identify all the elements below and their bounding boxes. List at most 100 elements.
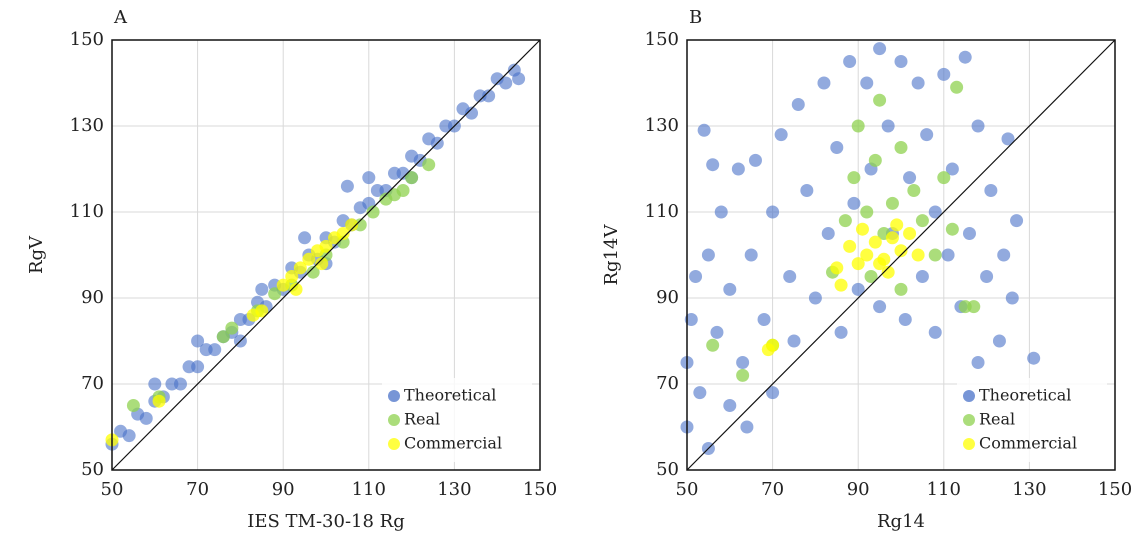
point: [173, 377, 187, 391]
point: [757, 313, 771, 326]
point: [911, 248, 925, 262]
legend-label: Real: [979, 410, 1015, 429]
point: [962, 227, 976, 240]
point: [191, 334, 205, 348]
point: [1010, 214, 1024, 228]
point: [740, 420, 754, 434]
point: [873, 93, 887, 107]
point: [710, 325, 724, 339]
point: [706, 338, 720, 352]
point: [847, 196, 861, 210]
point: [907, 184, 921, 197]
point: [255, 282, 269, 296]
point: [920, 128, 934, 142]
point: [945, 162, 959, 176]
y-tick-label: 130: [645, 115, 679, 136]
point: [945, 222, 959, 236]
legend-marker: [388, 438, 400, 450]
y-tick-label: 50: [81, 459, 104, 480]
point: [293, 261, 307, 275]
legend-marker: [963, 438, 975, 450]
point: [821, 227, 835, 240]
point: [834, 278, 848, 292]
point: [890, 218, 904, 232]
point: [885, 196, 899, 210]
point: [873, 42, 887, 56]
point: [289, 282, 303, 296]
point: [340, 179, 354, 193]
point: [723, 282, 737, 296]
point: [774, 128, 788, 142]
point: [851, 282, 865, 296]
point: [255, 304, 269, 318]
legend-label: Theoretical: [404, 386, 496, 405]
point: [860, 76, 874, 90]
point: [723, 399, 737, 412]
point: [268, 287, 282, 301]
x-axis-label: IES TM-30-18 Rg: [247, 511, 405, 532]
point: [928, 205, 942, 219]
panel-title: A: [113, 7, 128, 28]
point: [885, 231, 899, 245]
point: [855, 222, 869, 236]
point: [830, 141, 844, 154]
point: [465, 106, 479, 120]
legend-label: Theoretical: [979, 386, 1071, 405]
y-tick-label: 150: [70, 29, 104, 50]
point: [1001, 132, 1015, 146]
x-tick-label: 110: [927, 479, 961, 500]
point: [766, 386, 780, 400]
legend-marker: [963, 414, 975, 426]
x-tick-label: 90: [847, 479, 870, 500]
point: [306, 265, 320, 279]
y-tick-label: 70: [81, 373, 104, 394]
y-tick-label: 110: [645, 201, 679, 222]
y-tick-label: 90: [81, 287, 104, 308]
point: [319, 239, 333, 253]
x-tick-label: 90: [272, 479, 295, 500]
point: [302, 252, 316, 266]
panel: 50 70 90 110 130 150 50 70 90 110 130 150 B Rg14 Rg14V…: [601, 7, 1132, 532]
point: [847, 171, 861, 185]
point: [736, 368, 750, 382]
point: [928, 248, 942, 262]
point: [873, 300, 887, 314]
legend-marker: [388, 390, 400, 402]
point: [783, 270, 797, 283]
point: [971, 356, 985, 369]
point: [894, 282, 908, 296]
x-tick-label: 50: [101, 479, 124, 500]
point: [396, 184, 410, 197]
point: [851, 119, 865, 133]
y-tick-label: 110: [70, 201, 104, 222]
point: [950, 80, 964, 94]
point: [971, 119, 985, 133]
point: [868, 235, 882, 249]
point: [225, 321, 239, 335]
point: [362, 171, 376, 185]
point: [868, 153, 882, 167]
x-tick-label: 70: [186, 479, 209, 500]
point: [697, 123, 711, 137]
point: [714, 205, 728, 219]
point: [422, 158, 436, 172]
point: [992, 334, 1006, 348]
point: [148, 377, 162, 391]
point: [736, 356, 750, 369]
point: [843, 55, 857, 68]
point: [208, 343, 222, 357]
plot-frame: [686, 39, 1116, 471]
point: [838, 214, 852, 228]
x-tick-label: 150: [523, 479, 557, 500]
point: [766, 338, 780, 352]
point: [693, 386, 707, 400]
point: [830, 261, 844, 275]
point: [834, 325, 848, 339]
y-tick-label: 70: [656, 373, 679, 394]
point: [937, 171, 951, 185]
point: [766, 205, 780, 219]
point: [864, 270, 878, 283]
x-tick-label: 150: [1098, 479, 1132, 500]
y-tick-label: 50: [656, 459, 679, 480]
